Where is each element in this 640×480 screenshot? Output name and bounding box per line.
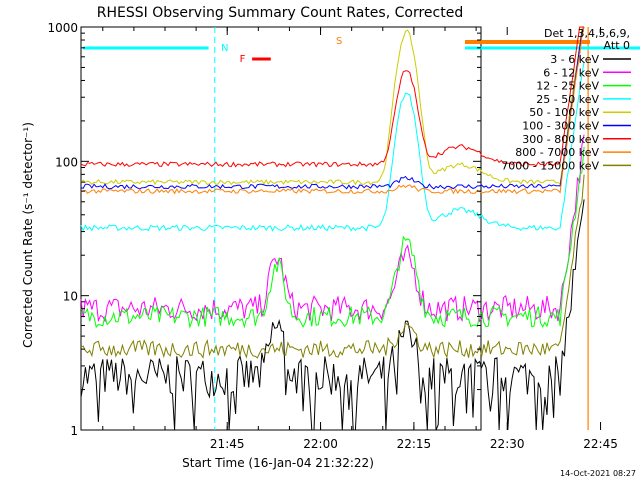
legend-label-4: 50 - 100 keV: [529, 106, 599, 119]
y-tick-label-2: 100: [55, 155, 78, 169]
chart-title: RHESSI Observing Summary Count Rates, Co…: [97, 5, 463, 21]
x-tick-label-2: 22:15: [397, 437, 432, 451]
legend-title-line-0: Det 1,3,4,5,6,9,: [544, 27, 630, 40]
legend-label-0: 3 - 6 keV: [550, 53, 599, 66]
y-axis-label: Corrected Count Rate (s⁻¹ detector⁻¹): [21, 122, 35, 348]
legend-title-line-1: Att 0: [604, 39, 630, 52]
series-line-5: [80, 26, 585, 190]
legend-label-1: 6 - 12 keV: [543, 66, 599, 79]
flag-label-n: N: [221, 43, 228, 54]
flag-label-f: F: [240, 54, 246, 65]
y-tick-label-1: 10: [63, 290, 78, 304]
x-tick-label-0: 21:45: [210, 437, 245, 451]
series-line-0: [80, 199, 585, 431]
footer-date: 14-Oct-2021 08:27: [560, 469, 636, 478]
y-tick-label-0: 1: [70, 424, 78, 438]
series-line-8: [80, 174, 585, 359]
x-tick-label-3: 22:30: [490, 437, 525, 451]
series-line-6: [80, 26, 585, 168]
series-line-3: [80, 62, 585, 232]
series-layer: [80, 26, 585, 431]
flag-bars: N F S: [83, 27, 640, 430]
x-axis-label: Start Time (16-Jan-04 21:32:22): [182, 456, 374, 470]
series-line-4: [80, 26, 585, 186]
x-tick-label-1: 22:00: [303, 437, 338, 451]
series-line-2: [80, 146, 585, 329]
legend-label-7: 800 - 7000 keV: [515, 146, 599, 159]
y-tick-label-3: 1000: [47, 21, 78, 35]
legend-label-3: 25 - 50 keV: [536, 93, 599, 106]
series-line-7: [80, 26, 585, 195]
legend-label-2: 12 - 25 keV: [536, 80, 599, 93]
legend-label-8: 7000 - 15000 keV: [501, 159, 599, 172]
legend-label-5: 100 - 300 keV: [522, 120, 599, 133]
x-tick-label-4: 22:45: [583, 437, 618, 451]
plot-frame: [80, 26, 482, 431]
legend-label-6: 300 - 800 keV: [522, 133, 599, 146]
flag-label-s: S: [336, 36, 342, 47]
plot-area: [80, 26, 482, 431]
series-line-1: [80, 134, 585, 323]
